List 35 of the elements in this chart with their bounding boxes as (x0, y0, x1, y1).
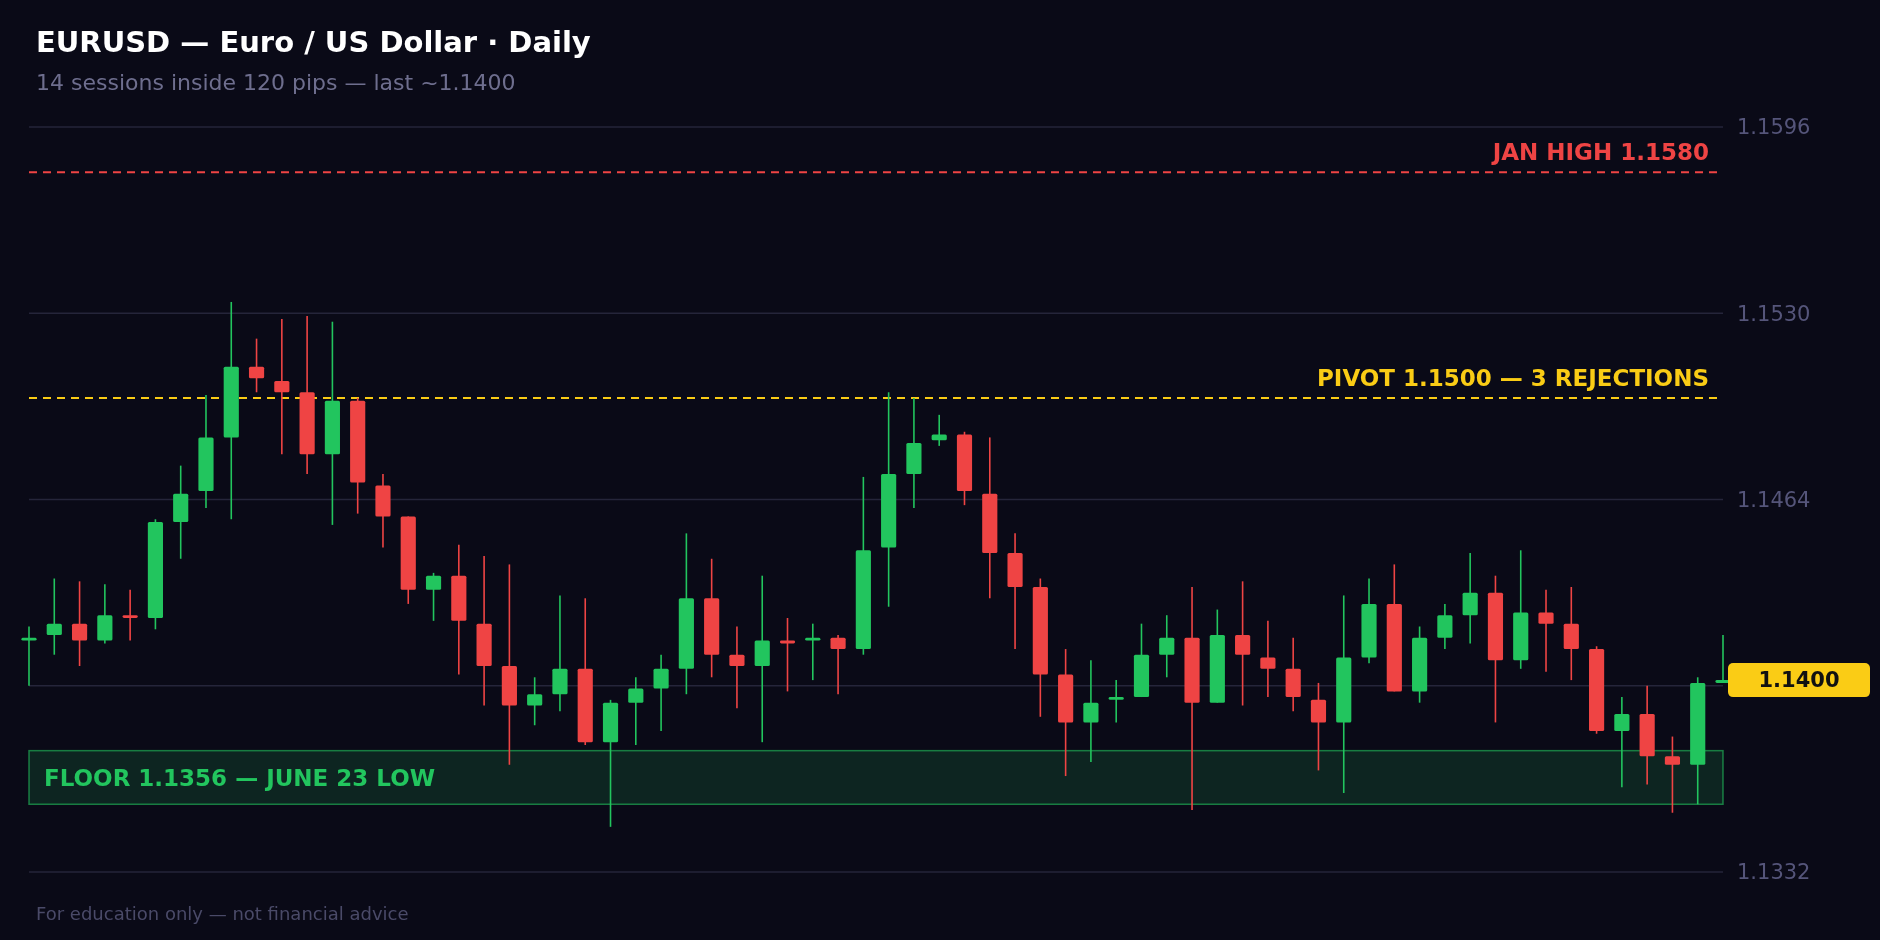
candlestick (628, 676, 644, 746)
candlestick (1462, 552, 1478, 645)
candlestick (1664, 735, 1681, 814)
band-label: FLOOR 1.1356 — JUNE 23 LOW (44, 764, 436, 791)
candlestick (46, 577, 62, 656)
candlestick (1235, 580, 1251, 707)
candlestick (425, 572, 442, 622)
candlestick (1538, 589, 1554, 673)
candlestick (1614, 696, 1630, 789)
candlestick (830, 634, 846, 696)
chart-title: EURUSD — Euro / US Dollar · Daily (36, 25, 591, 59)
candlestick (1310, 682, 1327, 772)
y-tick-label: 1.1464 (1737, 487, 1811, 512)
candlestick (248, 337, 265, 394)
candlestick (653, 653, 669, 732)
candlestick (1083, 659, 1099, 763)
text: For education only — not financial advice (36, 903, 409, 924)
candlestick (122, 589, 138, 642)
chart-subtitle: 14 sessions inside 120 pips — last ~1.1400 (36, 70, 516, 95)
ref-line-label: PIVOT 1.1500 — 3 REJECTIONS (1316, 364, 1709, 391)
candlestick (1159, 614, 1175, 679)
candlestick (71, 580, 88, 667)
y-tick-label: 1.1530 (1737, 301, 1811, 326)
candlestick (527, 676, 543, 727)
y-tick-label: 1.1596 (1737, 115, 1811, 140)
candlestick (274, 318, 290, 456)
candlestick (1437, 603, 1453, 650)
candlestick (1260, 620, 1276, 698)
candlestick (21, 625, 37, 687)
y-tick-label: 1.1332 (1737, 860, 1811, 885)
candlestick (729, 625, 745, 710)
text: 1.1400 (1758, 668, 1840, 693)
candlestick (1108, 679, 1124, 724)
ref-line-label: JAN HIGH 1.1580 (1490, 139, 1709, 166)
candlestick (805, 622, 821, 681)
